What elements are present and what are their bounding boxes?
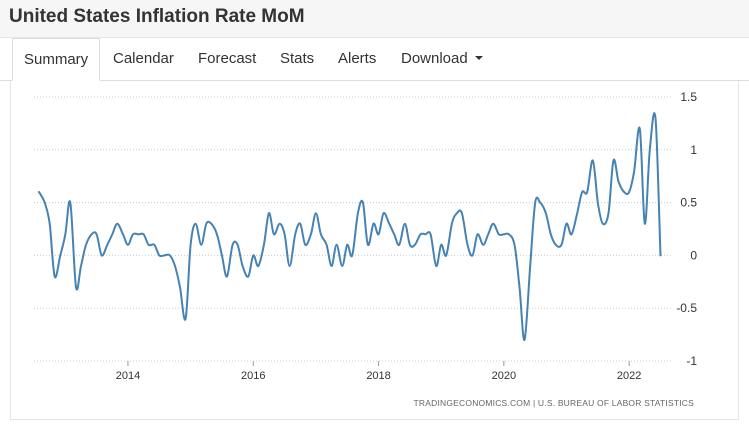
y-tick-label: -1: [686, 354, 697, 368]
grid-layer: [34, 96, 673, 362]
tab-forecast[interactable]: Forecast: [198, 38, 256, 80]
y-tick-label: 1: [690, 143, 697, 157]
tab-calendar-label: Calendar: [113, 50, 174, 67]
tab-alerts-label: Alerts: [338, 50, 377, 67]
tab-forecast-label: Forecast: [198, 50, 257, 67]
x-tick-label: 2020: [492, 370, 516, 382]
y-tick-label: 0: [690, 248, 697, 262]
source-attribution: TRADINGECONOMICS.COM | U.S. BUREAU OF LA…: [414, 398, 695, 408]
x-tick-label: 2014: [116, 370, 140, 382]
tab-stats-label: Stats: [280, 50, 315, 67]
title-bar: United States Inflation Rate MoM: [0, 0, 749, 38]
x-axis-ticks: 2014 2016 2018 2020 2022: [116, 361, 641, 382]
tab-calendar[interactable]: Calendar: [113, 38, 174, 80]
tab-download[interactable]: Download: [401, 38, 483, 80]
y-tick-label: 0.5: [680, 196, 697, 210]
tab-bar: Summary Calendar Forecast Stats Alerts D…: [0, 38, 749, 81]
x-tick-label: 2016: [241, 370, 265, 382]
tab-download-label: Download: [401, 50, 468, 67]
y-tick-label: 1.5: [680, 90, 697, 104]
tab-alerts[interactable]: Alerts: [338, 38, 376, 80]
caret-down-icon: [474, 56, 483, 61]
y-axis-ticks: 1.5 1 0.5 0 -0.5 -1: [676, 90, 697, 368]
chart-panel: [10, 81, 739, 420]
page-title: United States Inflation Rate MoM: [9, 6, 305, 27]
y-tick-label: -0.5: [676, 301, 697, 315]
series-line: [38, 111, 662, 341]
x-tick-label: 2018: [366, 370, 390, 382]
tab-summary-label: Summary: [24, 51, 89, 68]
x-tick-label: 2022: [617, 370, 641, 382]
tab-summary[interactable]: Summary: [12, 38, 101, 81]
tab-stats[interactable]: Stats: [280, 38, 314, 80]
